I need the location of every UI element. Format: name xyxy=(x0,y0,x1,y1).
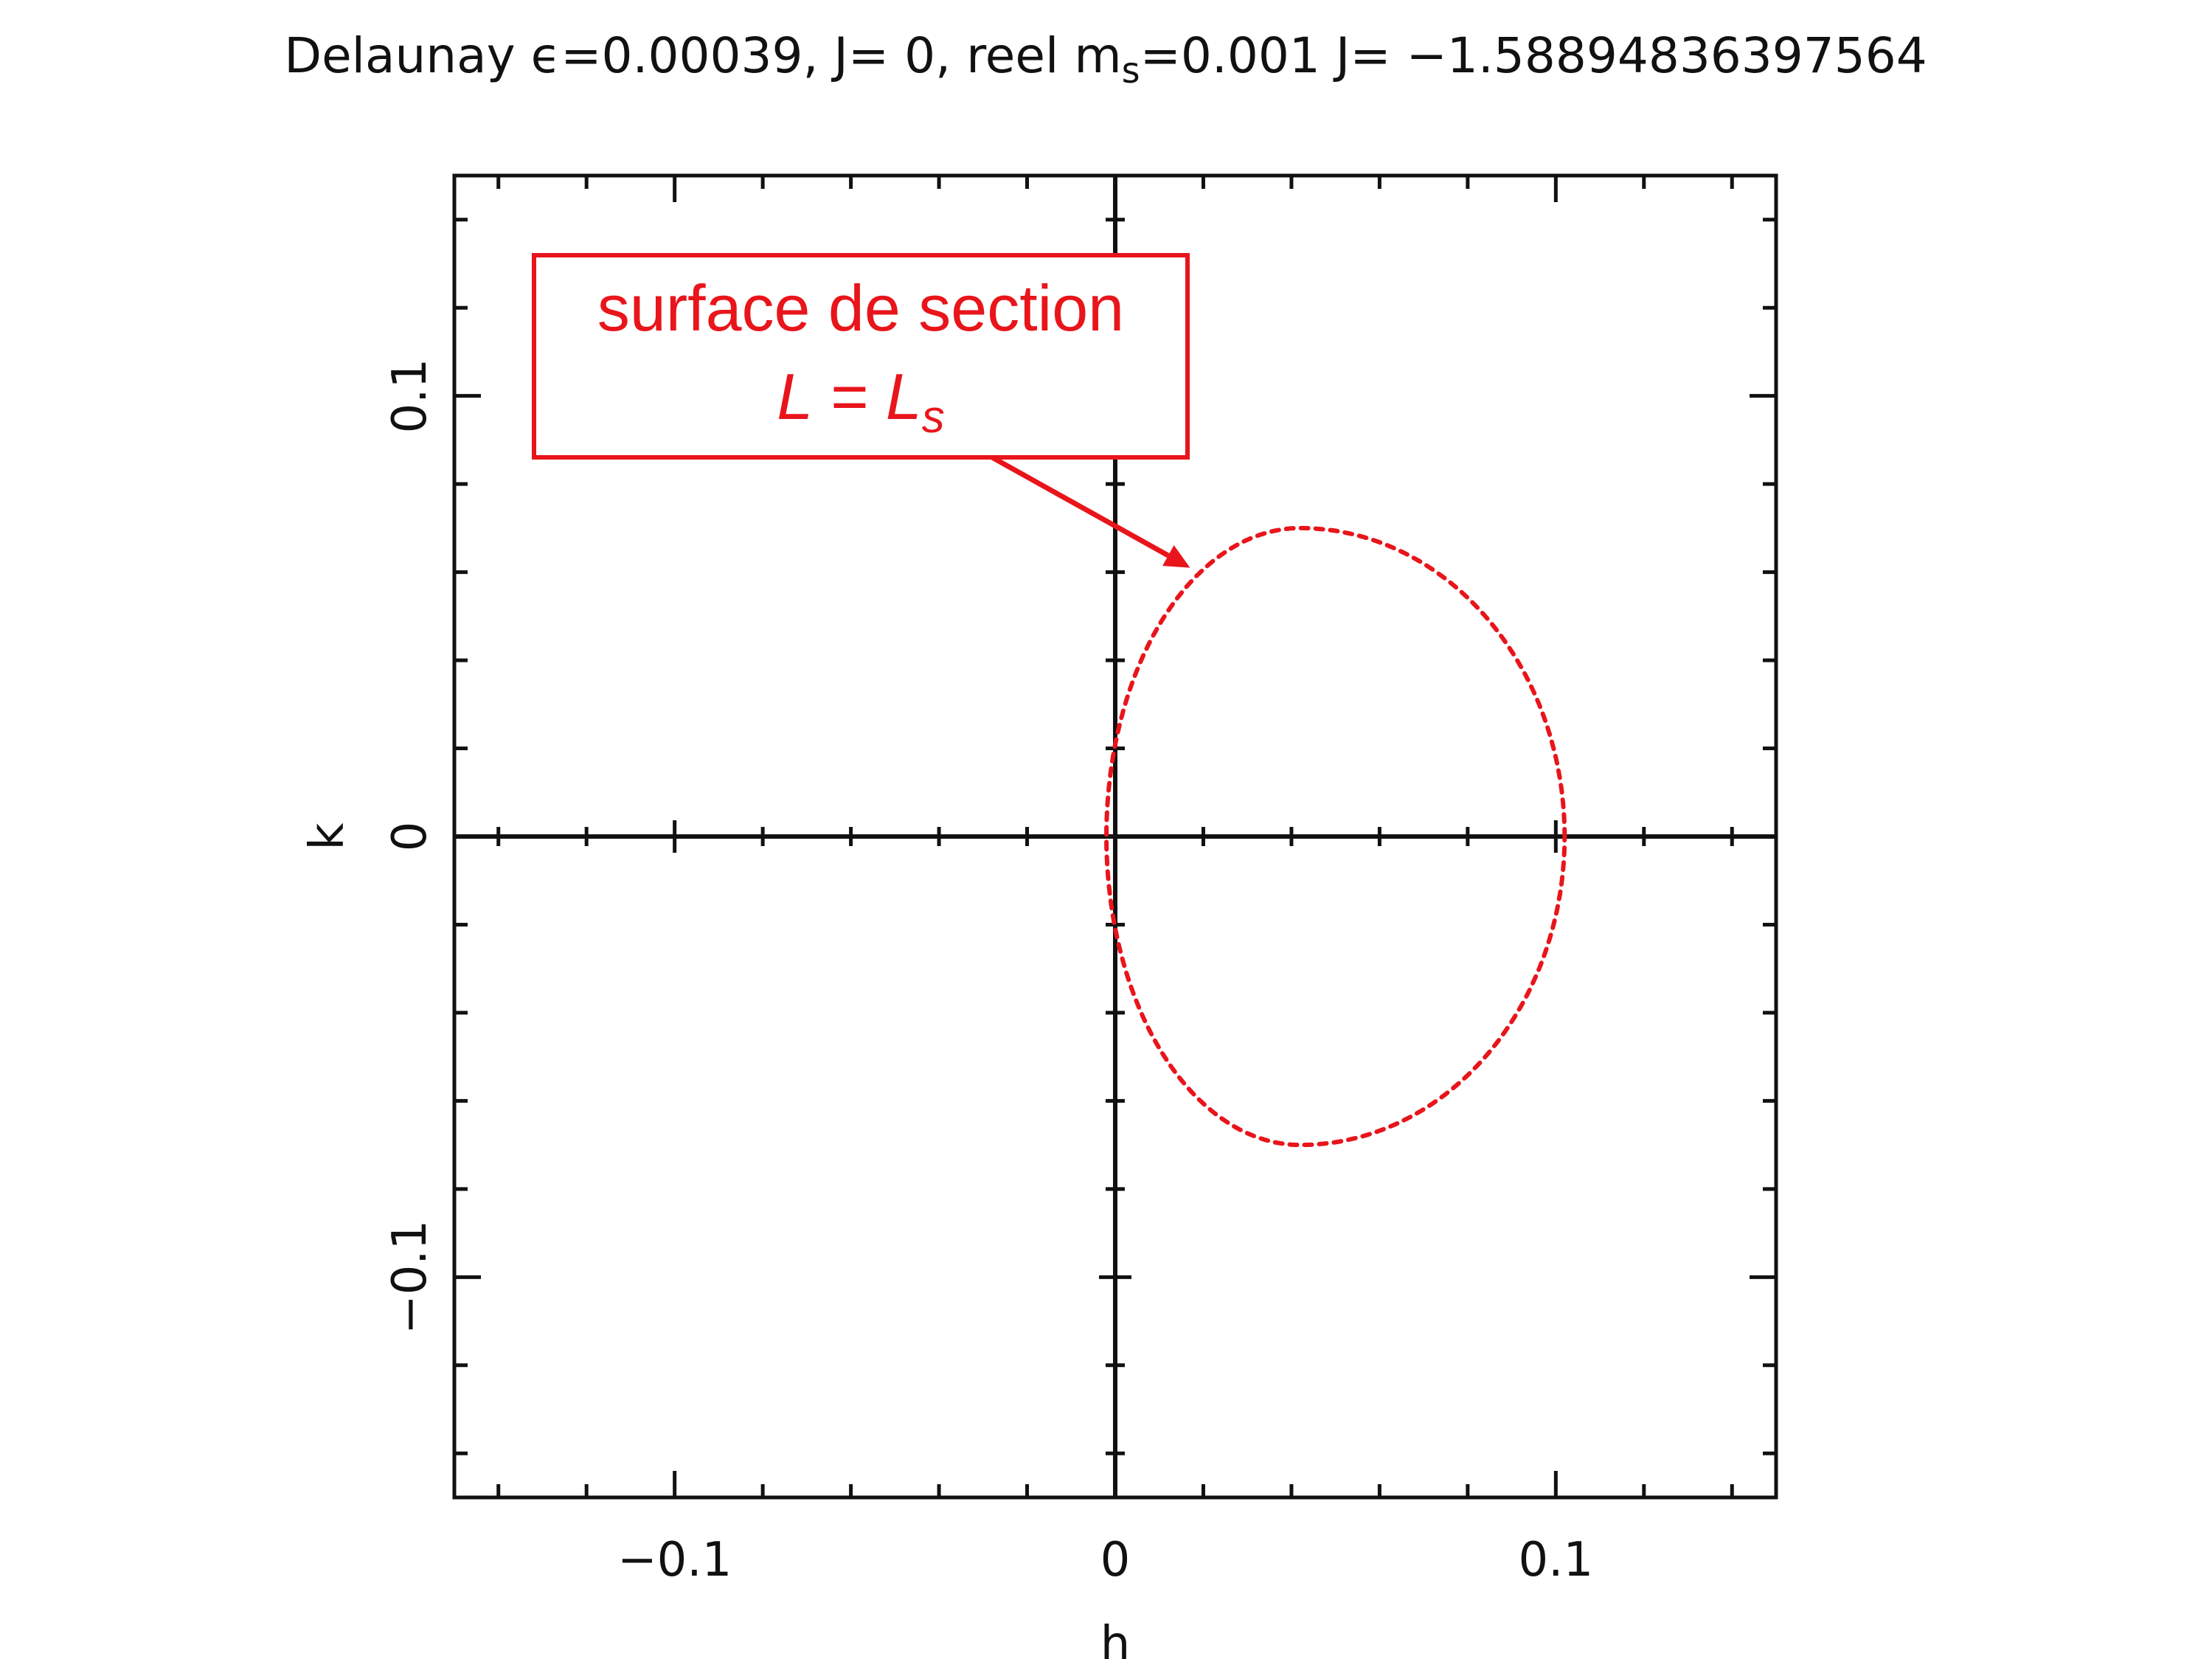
annotation-line2-main: L = L xyxy=(777,360,922,433)
annotation-box xyxy=(532,253,1190,460)
annotation-line2-sub: s xyxy=(922,392,945,443)
title-epsilon-value: =0.00039, J= 0, reel m xyxy=(561,27,1121,84)
title-prefix: Delaunay xyxy=(284,27,530,84)
tick-labels: −0.1 0 0.1 −0.1 0 0.1 xyxy=(383,359,1593,1587)
x-tick-label: 0.1 xyxy=(1518,1533,1593,1587)
annotation-callout: surface de section L = Ls xyxy=(532,253,1190,568)
x-axis-label: h xyxy=(1100,1617,1131,1659)
series-curve xyxy=(1104,525,1567,1148)
annotation-line1: surface de section xyxy=(597,271,1124,344)
annotation-arrowhead xyxy=(1162,545,1190,568)
series-group xyxy=(1104,525,1567,1148)
y-tick-label: −0.1 xyxy=(383,1220,437,1334)
y-tick-label: 0 xyxy=(383,822,437,852)
x-tick-label: −0.1 xyxy=(617,1533,732,1587)
annotation-line2: L = Ls xyxy=(777,360,945,443)
title-epsilon-symbol: ϵ xyxy=(531,27,561,84)
title-m-subscript: s xyxy=(1122,50,1140,91)
annotation-arrow-line xyxy=(991,454,1170,558)
x-tick-label: 0 xyxy=(1100,1533,1131,1587)
y-tick-label: 0.1 xyxy=(383,359,437,434)
y-axis-label: k xyxy=(300,822,355,850)
title-rest: =0.001 J= −1.58894836397564 xyxy=(1140,27,1927,84)
chart-title: Delaunay ϵ=0.00039, J= 0, reel ms=0.001 … xyxy=(284,27,1927,91)
